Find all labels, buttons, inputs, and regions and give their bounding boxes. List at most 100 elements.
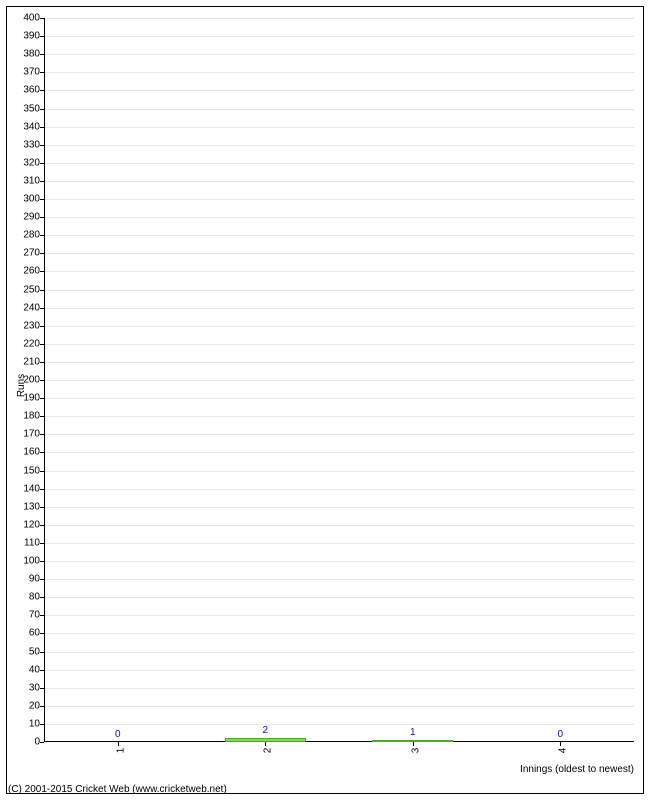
y-tick-label: 210 xyxy=(23,356,44,367)
gridline xyxy=(44,344,634,345)
y-tick-label: 40 xyxy=(29,664,44,675)
gridline xyxy=(44,380,634,381)
x-axis-label: Innings (oldest to newest) xyxy=(520,764,634,775)
gridline xyxy=(44,434,634,435)
gridline xyxy=(44,72,634,73)
y-tick-label: 350 xyxy=(23,103,44,114)
chart-container: 0102030405060708090100110120130140150160… xyxy=(0,0,650,800)
y-tick-label: 270 xyxy=(23,248,44,259)
gridline xyxy=(44,471,634,472)
y-tick-label: 70 xyxy=(29,610,44,621)
gridline xyxy=(44,362,634,363)
y-tick-label: 120 xyxy=(23,519,44,530)
x-tick-label: 2 xyxy=(257,748,274,754)
gridline xyxy=(44,253,634,254)
y-tick-label: 230 xyxy=(23,320,44,331)
bar xyxy=(225,738,306,742)
y-tick-label: 320 xyxy=(23,157,44,168)
x-axis-line xyxy=(44,741,634,742)
y-tick-label: 310 xyxy=(23,175,44,186)
plot-area: 0102030405060708090100110120130140150160… xyxy=(44,18,634,742)
y-tick-label: 160 xyxy=(23,447,44,458)
gridline xyxy=(44,271,634,272)
gridline xyxy=(44,615,634,616)
y-tick-label: 20 xyxy=(29,700,44,711)
y-tick-label: 100 xyxy=(23,556,44,567)
x-tick-label: 4 xyxy=(552,748,569,754)
gridline xyxy=(44,670,634,671)
y-tick-label: 280 xyxy=(23,230,44,241)
y-tick-label: 240 xyxy=(23,302,44,313)
y-tick-label: 330 xyxy=(23,139,44,150)
y-tick-label: 60 xyxy=(29,628,44,639)
x-tick-mark xyxy=(118,742,119,746)
gridline xyxy=(44,561,634,562)
bar-value-label: 0 xyxy=(557,729,563,740)
gridline xyxy=(44,90,634,91)
gridline xyxy=(44,145,634,146)
gridline xyxy=(44,597,634,598)
y-tick-label: 110 xyxy=(24,537,44,548)
x-tick-label: 1 xyxy=(109,748,126,754)
y-tick-label: 400 xyxy=(23,13,44,24)
gridline xyxy=(44,308,634,309)
y-tick-label: 130 xyxy=(23,501,44,512)
y-tick-label: 360 xyxy=(23,85,44,96)
gridline xyxy=(44,181,634,182)
y-tick-label: 370 xyxy=(23,67,44,78)
y-tick-label: 380 xyxy=(23,49,44,60)
gridline xyxy=(44,688,634,689)
x-tick-mark xyxy=(413,742,414,746)
gridline xyxy=(44,398,634,399)
y-tick-label: 90 xyxy=(29,574,44,585)
y-tick-label: 80 xyxy=(29,592,44,603)
y-axis-label: Runs xyxy=(16,374,27,397)
bar-value-label: 2 xyxy=(262,725,268,736)
gridline xyxy=(44,109,634,110)
gridline xyxy=(44,326,634,327)
gridline xyxy=(44,127,634,128)
x-tick-mark xyxy=(265,742,266,746)
copyright-footer: (C) 2001-2015 Cricket Web (www.cricketwe… xyxy=(8,784,227,795)
gridline xyxy=(44,54,634,55)
gridline xyxy=(44,290,634,291)
gridline xyxy=(44,507,634,508)
gridline xyxy=(44,163,634,164)
gridline xyxy=(44,489,634,490)
y-tick-label: 150 xyxy=(23,465,44,476)
bar xyxy=(372,740,453,742)
bar-value-label: 1 xyxy=(410,727,416,738)
y-tick-label: 290 xyxy=(23,212,44,223)
gridline xyxy=(44,652,634,653)
y-tick-label: 340 xyxy=(23,121,44,132)
bar-value-label: 0 xyxy=(115,729,121,740)
y-tick-label: 250 xyxy=(23,284,44,295)
gridline xyxy=(44,36,634,37)
y-tick-label: 30 xyxy=(29,682,44,693)
gridline xyxy=(44,724,634,725)
y-tick-label: 220 xyxy=(23,338,44,349)
y-tick-label: 260 xyxy=(23,266,44,277)
y-tick-label: 180 xyxy=(23,411,44,422)
gridline xyxy=(44,217,634,218)
y-tick-label: 50 xyxy=(29,646,44,657)
y-axis-line xyxy=(44,18,45,742)
y-tick-label: 140 xyxy=(23,483,44,494)
gridline xyxy=(44,18,634,19)
y-tick-label: 170 xyxy=(23,429,44,440)
gridline xyxy=(44,579,634,580)
x-tick-label: 3 xyxy=(404,748,421,754)
gridline xyxy=(44,633,634,634)
gridline xyxy=(44,543,634,544)
gridline xyxy=(44,452,634,453)
y-tick-label: 0 xyxy=(34,737,44,748)
gridline xyxy=(44,416,634,417)
y-tick-label: 10 xyxy=(29,718,44,729)
gridline xyxy=(44,199,634,200)
y-tick-label: 390 xyxy=(23,31,44,42)
x-tick-mark xyxy=(560,742,561,746)
y-tick-label: 300 xyxy=(23,194,44,205)
gridline xyxy=(44,706,634,707)
gridline xyxy=(44,525,634,526)
gridline xyxy=(44,235,634,236)
